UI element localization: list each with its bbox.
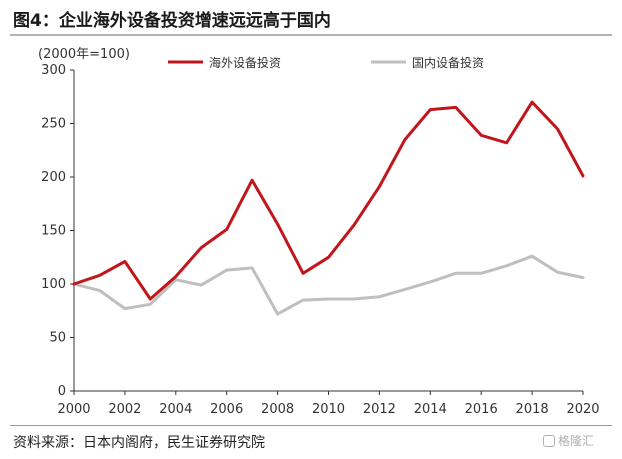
y-tick-label: 150 bbox=[41, 224, 66, 239]
x-tick-label: 2014 bbox=[414, 402, 447, 417]
source-divider bbox=[10, 425, 612, 426]
x-tick-label: 2006 bbox=[210, 402, 243, 417]
x-tick-label: 2018 bbox=[516, 402, 549, 417]
chart-axes: 0 50 100 150 200 250 300 2000 2002 2004 2006 2008 20… bbox=[41, 63, 599, 417]
x-tick-label: 2010 bbox=[312, 402, 345, 417]
title-divider bbox=[10, 34, 612, 36]
y-tick-label: 50 bbox=[49, 331, 66, 346]
legend-label-domestic: 国内设备投资 bbox=[412, 55, 484, 70]
series-line-overseas bbox=[72, 100, 585, 301]
x-tick-label: 2000 bbox=[57, 402, 90, 417]
series-line-domestic bbox=[72, 254, 585, 316]
watermark-text: 格隆汇 bbox=[558, 434, 595, 448]
x-tick-label: 2020 bbox=[566, 402, 599, 417]
x-tick-label: 2016 bbox=[465, 402, 498, 417]
y-tick-label: 0 bbox=[58, 384, 66, 399]
y-unit-label: (2000年=100) bbox=[38, 47, 130, 62]
x-tick-label: 2008 bbox=[261, 402, 294, 417]
x-tick-label: 2012 bbox=[363, 402, 396, 417]
series-layer bbox=[72, 100, 585, 316]
figure-title: 图4：企业海外设备投资增速远远高于国内 bbox=[13, 11, 331, 31]
y-tick-label: 300 bbox=[41, 63, 66, 78]
source-note: 资料来源：日本内阁府，民生证券研究院 bbox=[13, 435, 265, 451]
y-tick-label: 250 bbox=[41, 117, 66, 132]
watermark: 格隆汇 bbox=[543, 432, 594, 449]
watermark-logo-icon bbox=[543, 434, 555, 447]
x-tick-label: 2004 bbox=[159, 402, 192, 417]
legend-label-overseas: 海外设备投资 bbox=[209, 55, 281, 70]
y-tick-label: 200 bbox=[41, 170, 66, 185]
y-tick-label: 100 bbox=[41, 277, 66, 292]
x-tick-label: 2002 bbox=[108, 402, 141, 417]
chart-legend: 海外设备投资 国内设备投资 bbox=[168, 55, 484, 70]
